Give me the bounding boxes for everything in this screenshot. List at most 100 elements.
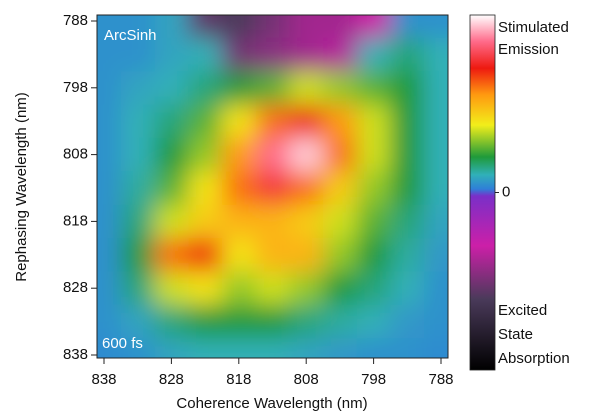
- heatmap-cell: [255, 204, 290, 239]
- heatmap-cell: [424, 137, 448, 172]
- heatmap-cell: [356, 171, 391, 206]
- heatmap-cell: [255, 71, 290, 105]
- heatmap-cell: [390, 171, 425, 206]
- heatmap-cell: [120, 71, 156, 105]
- heatmap-cell: [188, 15, 223, 39]
- y-tick-label: 798: [63, 79, 88, 96]
- y-tick-label: 828: [63, 279, 88, 296]
- heatmap-cell: [154, 304, 189, 339]
- heatmap-cell: [97, 15, 122, 39]
- heatmap-cell: [255, 104, 290, 139]
- heatmap-cell: [97, 238, 122, 272]
- heatmap-cell: [221, 304, 257, 339]
- plot-area: [97, 15, 448, 358]
- heatmap-cell: [255, 171, 290, 206]
- heatmap-cell: [356, 104, 391, 139]
- heatmap-cell: [120, 271, 156, 306]
- heatmap-cell: [390, 37, 425, 72]
- heatmap-cell: [424, 271, 448, 306]
- heatmap-cell: [424, 171, 448, 206]
- x-tick-label: 808: [294, 371, 319, 388]
- heatmap-cell: [424, 204, 448, 239]
- heatmap-cell: [97, 104, 122, 139]
- heatmap-cell: [188, 204, 223, 239]
- heatmap-cell: [323, 137, 358, 172]
- heatmap-cell: [255, 304, 290, 339]
- heatmap-cell: [221, 137, 257, 172]
- heatmap-cell: [356, 37, 391, 72]
- heatmap-cell: [188, 304, 223, 339]
- heatmap-cell: [221, 71, 257, 105]
- y-tick-label: 788: [63, 12, 88, 29]
- heatmap-cell: [154, 171, 189, 206]
- heatmap-cell: [188, 171, 223, 206]
- colorbar-label: Emission: [498, 41, 559, 58]
- heatmap-cell: [390, 15, 425, 39]
- heatmap-cell: [120, 37, 156, 72]
- heatmap-cell: [323, 37, 358, 72]
- heatmap-cell: [390, 238, 425, 272]
- heatmap-cell: [154, 37, 189, 72]
- heatmap-cell: [97, 338, 122, 358]
- colorbar: [469, 14, 496, 371]
- heatmap-cell: [289, 304, 324, 339]
- heatmap-cell: [255, 238, 290, 272]
- heatmap: [97, 15, 448, 358]
- heatmap-cell: [120, 104, 156, 139]
- heatmap-cell: [356, 204, 391, 239]
- heatmap-cell: [120, 15, 156, 39]
- annotation: ArcSinh: [104, 27, 157, 44]
- heatmap-cell: [221, 171, 257, 206]
- heatmap-cell: [356, 137, 391, 172]
- heatmap-cell: [289, 104, 324, 139]
- heatmap-cell: [356, 238, 391, 272]
- heatmap-cell: [323, 104, 358, 139]
- heatmap-cell: [188, 238, 223, 272]
- heatmap-cell: [356, 338, 391, 358]
- x-tick-label: 788: [428, 371, 453, 388]
- x-tick-label: 798: [361, 371, 386, 388]
- heatmap-cell: [221, 338, 257, 358]
- heatmap-cell: [221, 238, 257, 272]
- heatmap-cell: [289, 204, 324, 239]
- heatmap-cell: [221, 104, 257, 139]
- heatmap-cell: [97, 304, 122, 339]
- heatmap-cell: [289, 271, 324, 306]
- heatmap-cell: [390, 271, 425, 306]
- heatmap-cell: [356, 271, 391, 306]
- heatmap-cell: [289, 71, 324, 105]
- heatmap-cell: [120, 171, 156, 206]
- plot-frame: [96, 14, 449, 359]
- heatmap-cell: [323, 15, 358, 39]
- heatmap-cell: [356, 15, 391, 39]
- heatmap-cell: [323, 338, 358, 358]
- heatmap-cell: [424, 238, 448, 272]
- heatmap-cell: [390, 137, 425, 172]
- heatmap-cell: [120, 204, 156, 239]
- heatmap-cell: [424, 338, 448, 358]
- heatmap-cell: [154, 137, 189, 172]
- heatmap-cell: [323, 171, 358, 206]
- heatmap-cell: [154, 15, 189, 39]
- heatmap-cell: [120, 137, 156, 172]
- heatmap-cell: [424, 71, 448, 105]
- heatmap-cell: [120, 338, 156, 358]
- heatmap-cell: [323, 304, 358, 339]
- heatmap-cell: [424, 304, 448, 339]
- heatmap-cell: [154, 204, 189, 239]
- heatmap-cell: [221, 204, 257, 239]
- heatmap-cell: [188, 104, 223, 139]
- colorbar-label: Stimulated: [498, 19, 569, 36]
- heatmap-cell: [188, 338, 223, 358]
- heatmap-cell: [120, 238, 156, 272]
- heatmap-cell: [154, 238, 189, 272]
- y-tick-label: 838: [63, 346, 88, 363]
- heatmap-cell: [120, 304, 156, 339]
- y-tick-label: 808: [63, 146, 88, 163]
- heatmap-cell: [97, 171, 122, 206]
- heatmap-cell: [154, 338, 189, 358]
- heatmap-cell: [255, 338, 290, 358]
- x-axis-label: Coherence Wavelength (nm): [176, 395, 367, 412]
- heatmap-cell: [424, 37, 448, 72]
